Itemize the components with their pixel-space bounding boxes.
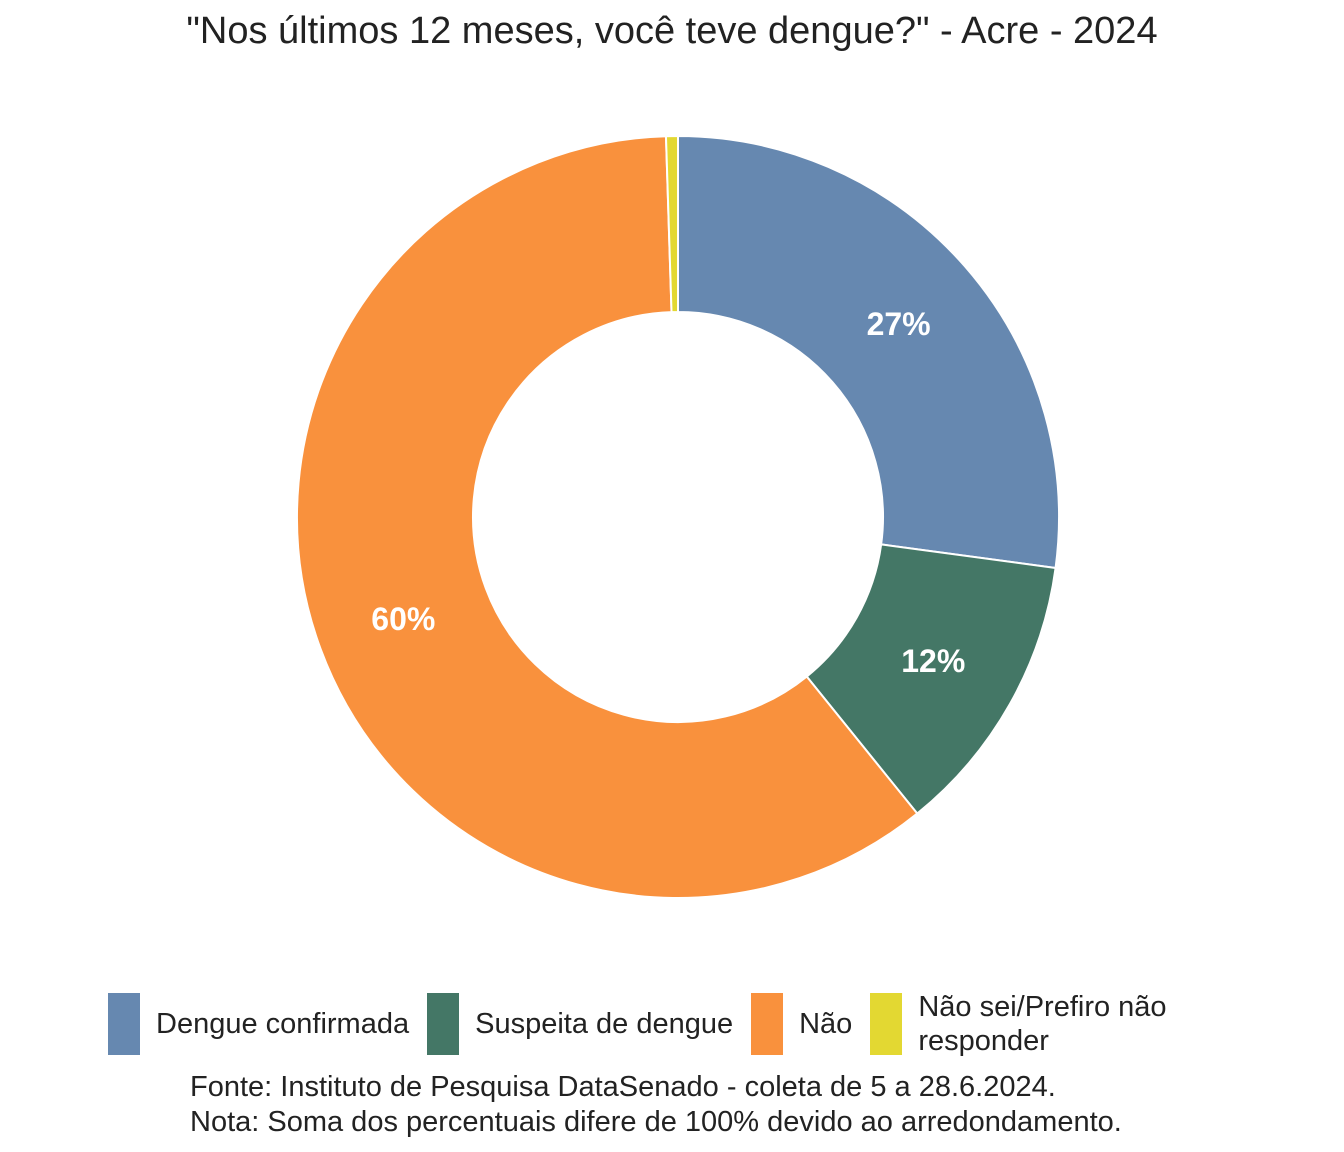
slice-value-label: 60%	[371, 601, 435, 637]
donut-slice-2	[296, 135, 919, 899]
donut-slice-0	[677, 134, 1060, 570]
legend-item-nao: Não	[751, 993, 852, 1055]
slice-value-label: 27%	[867, 306, 931, 342]
slice-value-label: 12%	[901, 643, 965, 679]
legend-swatch	[751, 993, 784, 1055]
legend-label: Dengue confirmada	[156, 1008, 410, 1040]
footer: Fonte: Instituto de Pesquisa DataSenado …	[190, 1070, 1122, 1140]
legend-item-suspeita-de-dengue: Suspeita de dengue	[427, 993, 733, 1055]
legend-label: Não	[799, 1008, 853, 1040]
legend-swatch	[108, 993, 140, 1055]
legend-label: Suspeita de dengue	[475, 1008, 734, 1040]
legend-swatch	[870, 993, 903, 1055]
note-text: Nota: Soma dos percentuais difere de 100…	[190, 1106, 1122, 1138]
legend-item-dengue-confirmada: Dengue confirmada	[108, 993, 409, 1055]
chart-title: "Nos últimos 12 meses, você teve dengue?…	[186, 10, 1158, 52]
legend-item-nao-sei: Não sei/Prefiro não responder	[870, 990, 1203, 1058]
legend-swatch	[427, 993, 460, 1055]
donut-slice-3	[664, 134, 679, 314]
donut-chart: 27% 12% 60%	[296, 134, 1060, 899]
source-text: Fonte: Instituto de Pesquisa DataSenado …	[190, 1071, 1056, 1103]
legend: Dengue confirmada Suspeita de dengue Não…	[108, 990, 1221, 1058]
legend-label: Não sei/Prefiro não responder	[918, 991, 1167, 1057]
